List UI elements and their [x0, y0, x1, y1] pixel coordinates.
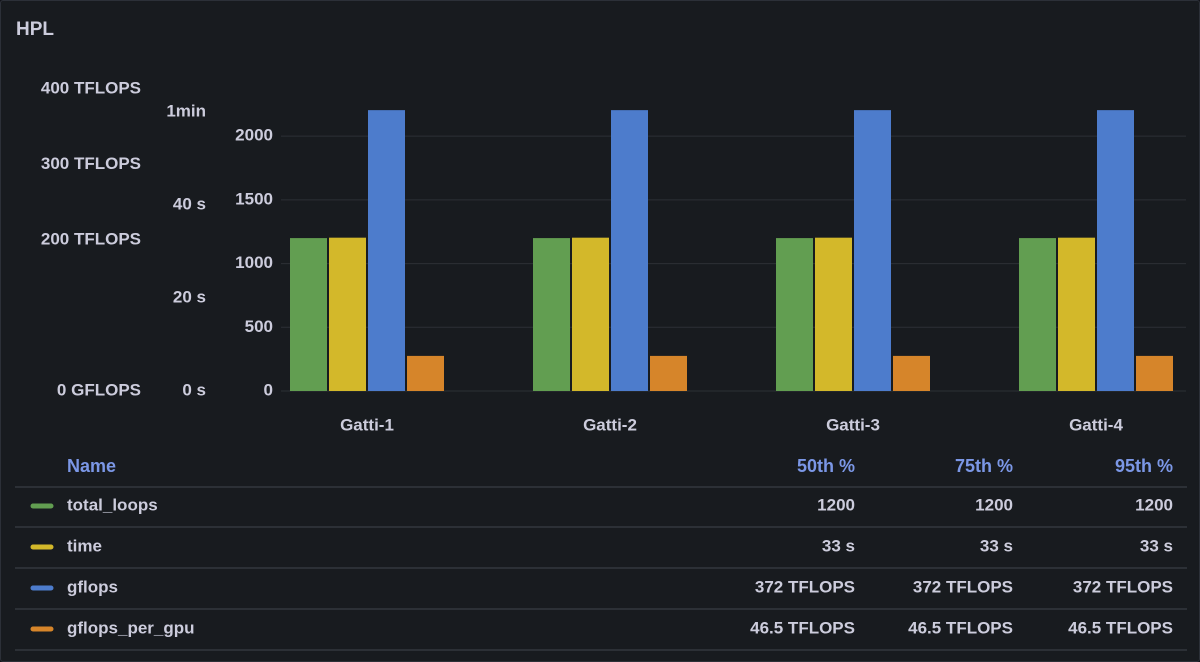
bar: [1136, 355, 1173, 391]
bar: [854, 110, 891, 391]
bar: [1058, 237, 1095, 391]
legend-value: 33 s: [980, 536, 1013, 555]
legend-name: gflops: [67, 577, 118, 596]
bar: [1097, 110, 1134, 391]
bar: [368, 110, 405, 391]
legend-value: 33 s: [1140, 536, 1173, 555]
y-tick-label: 2000: [235, 126, 273, 145]
chart-title: HPL: [16, 19, 54, 40]
x-tick-label: Gatti-3: [826, 415, 880, 434]
y-tick-label: 40 s: [173, 195, 206, 214]
y-tick-label: 20 s: [173, 288, 206, 307]
y-tick-label: 1min: [166, 102, 206, 121]
legend-value: 1200: [1135, 495, 1173, 514]
bar: [533, 238, 570, 391]
legend-value: 372 TFLOPS: [755, 577, 855, 596]
legend-header: 50th %: [797, 456, 855, 476]
bar: [776, 238, 813, 391]
bar: [290, 238, 327, 391]
y-tick-label: 200 TFLOPS: [41, 229, 141, 248]
bar: [611, 110, 648, 391]
y-tick-label: 400 TFLOPS: [41, 78, 141, 97]
legend-name: time: [67, 536, 102, 555]
legend-name: gflops_per_gpu: [67, 618, 195, 637]
legend-header: Name: [67, 456, 116, 476]
bar: [572, 237, 609, 391]
legend-value: 372 TFLOPS: [913, 577, 1013, 596]
legend-header: 75th %: [955, 456, 1013, 476]
legend-name: total_loops: [67, 495, 158, 514]
legend-value: 1200: [817, 495, 855, 514]
legend-value: 46.5 TFLOPS: [1068, 618, 1173, 637]
bar: [329, 237, 366, 391]
y-tick-label: 300 TFLOPS: [41, 154, 141, 173]
x-tick-label: Gatti-1: [340, 415, 394, 434]
legend-value: 33 s: [822, 536, 855, 555]
legend-value: 1200: [975, 495, 1013, 514]
legend-value: 372 TFLOPS: [1073, 577, 1173, 596]
legend-value: 46.5 TFLOPS: [750, 618, 855, 637]
y-tick-label: 1500: [235, 189, 273, 208]
bar: [893, 355, 930, 391]
bar: [407, 355, 444, 391]
bar: [1019, 238, 1056, 391]
legend-header: 95th %: [1115, 456, 1173, 476]
x-tick-label: Gatti-4: [1069, 415, 1123, 434]
bar: [815, 237, 852, 391]
y-tick-label: 1000: [235, 253, 273, 272]
legend-value: 46.5 TFLOPS: [908, 618, 1013, 637]
y-tick-label: 0: [264, 380, 273, 399]
bar: [650, 355, 687, 391]
y-tick-label: 0 s: [182, 380, 206, 399]
x-tick-label: Gatti-2: [583, 415, 637, 434]
y-tick-label: 0 GFLOPS: [57, 380, 141, 399]
y-tick-label: 500: [245, 317, 273, 336]
